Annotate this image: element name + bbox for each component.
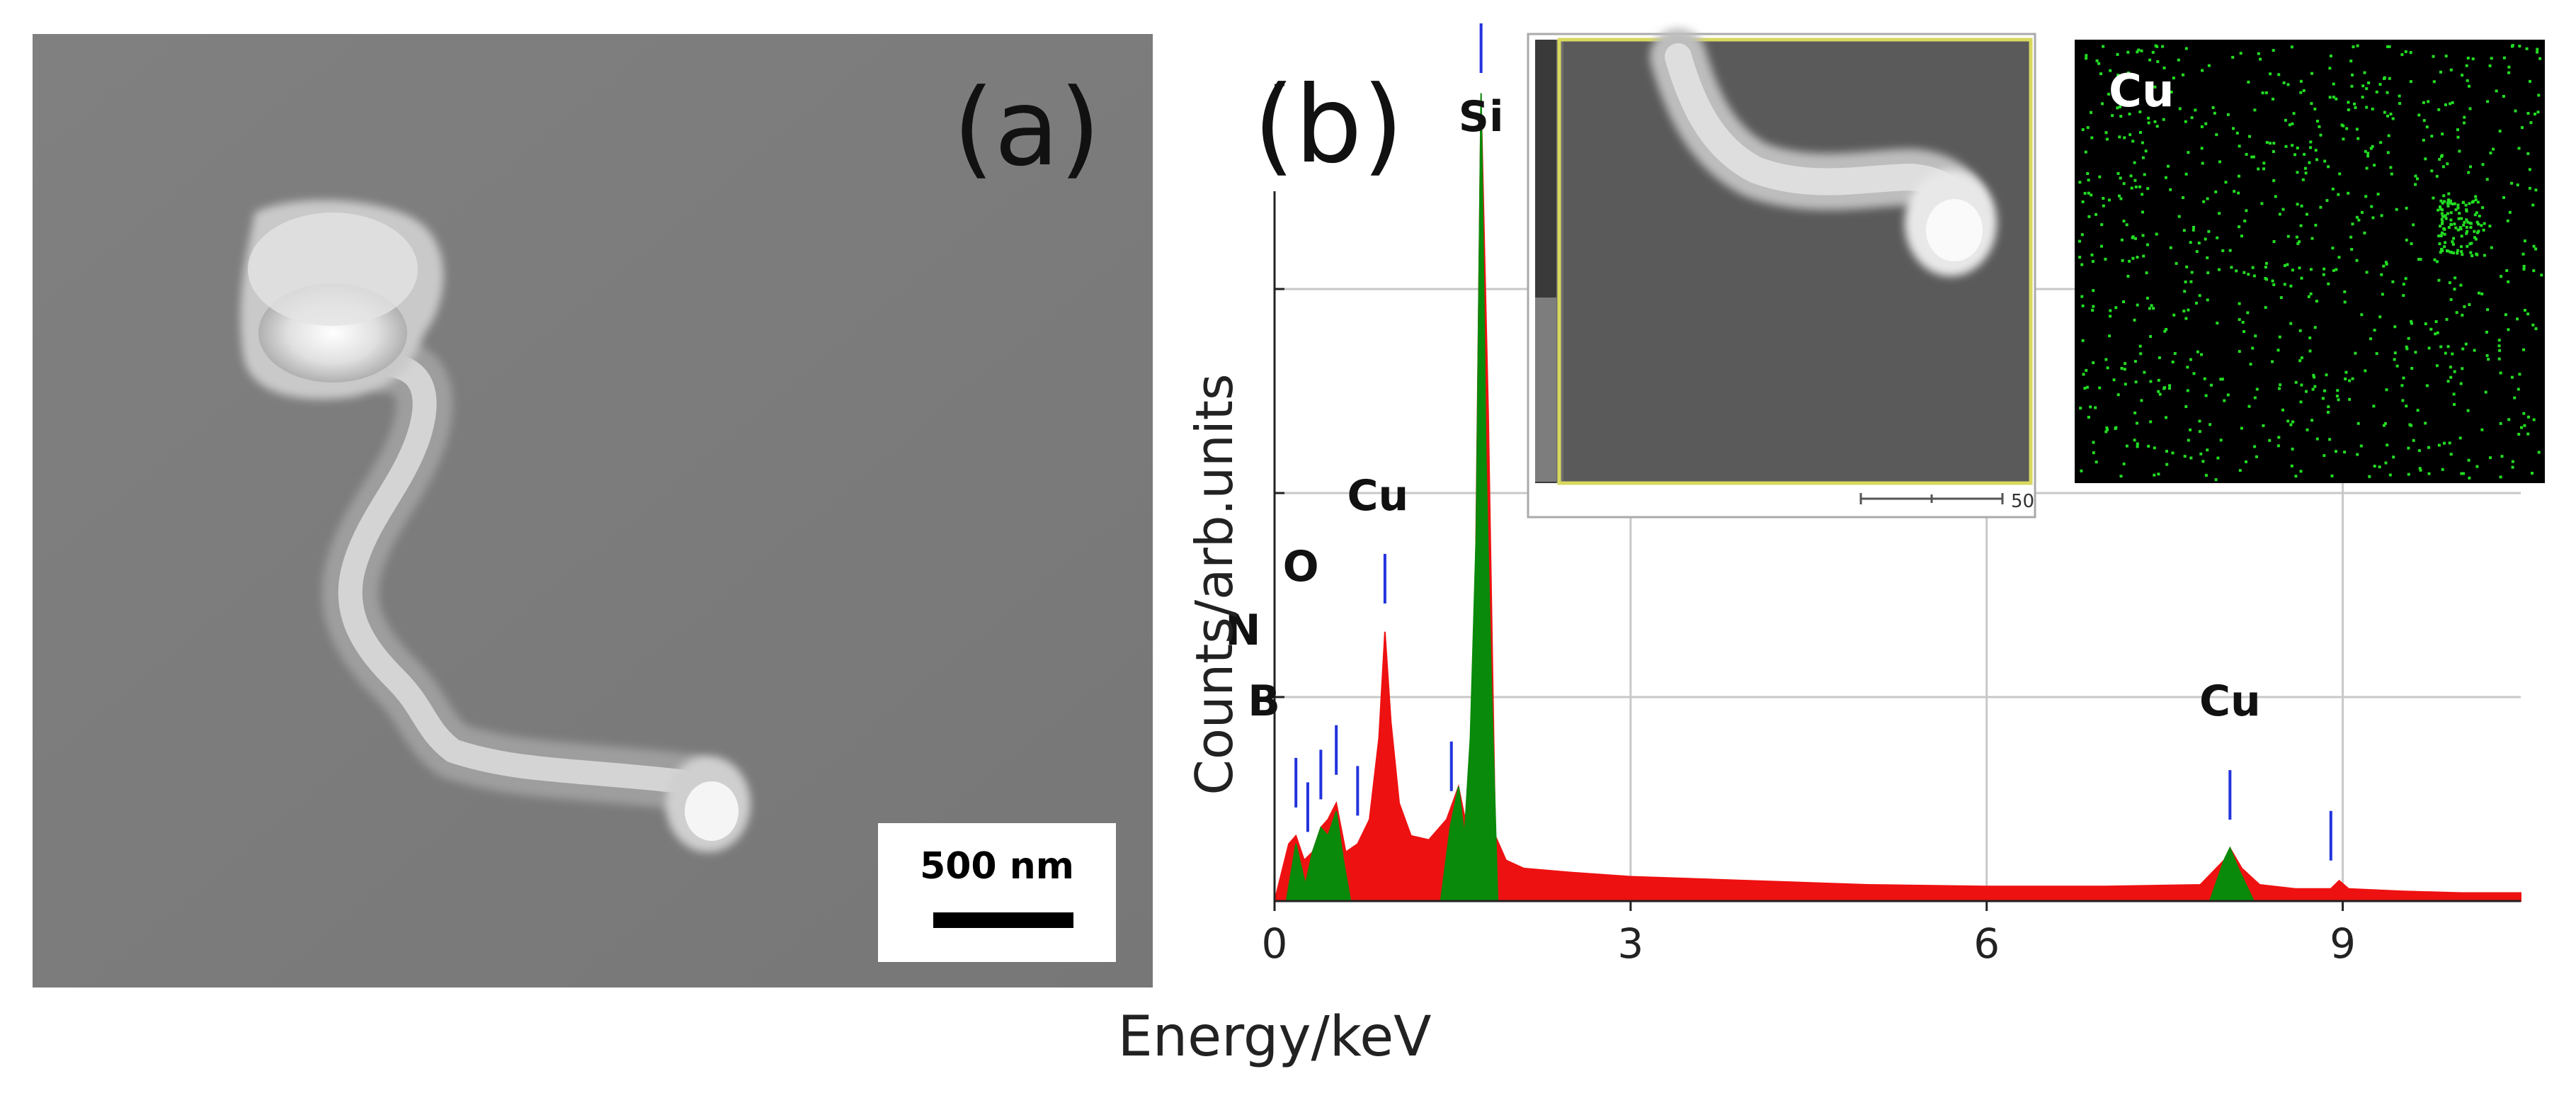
x-tick-label-0: 0 bbox=[1262, 919, 1288, 968]
head-upper bbox=[248, 213, 418, 326]
element-label-1: Cu bbox=[1347, 471, 1409, 521]
cu-map-label: Cu bbox=[2109, 65, 2175, 118]
chart-markers bbox=[1294, 23, 2332, 861]
inset-sem: 50 bbox=[1527, 28, 2036, 519]
scale-bar-label: 500 nm bbox=[920, 845, 1074, 888]
series-spectrum bbox=[1273, 101, 2521, 902]
chart-element-labels: Si Cu ONB Cu bbox=[1225, 92, 2260, 726]
element-label-2: O bbox=[1283, 542, 1319, 592]
element-label-0: Si bbox=[1459, 92, 1504, 142]
element-label-4: B bbox=[1248, 677, 1280, 726]
chart-tick-labels: 0 3 6 9 bbox=[1262, 919, 2356, 968]
element-label-3: N bbox=[1225, 606, 1260, 655]
element-label-5: Cu bbox=[2199, 677, 2261, 726]
inset-scale-label: 50 bbox=[2011, 491, 2034, 512]
panel-a-label: (a) bbox=[953, 67, 1101, 190]
series-element_peaks bbox=[1285, 93, 2255, 902]
chart-axes bbox=[1273, 84, 2521, 911]
x-tick-label-2: 6 bbox=[1973, 919, 2000, 968]
chart-series bbox=[1273, 93, 2521, 902]
nanowire-core bbox=[338, 353, 702, 795]
cu-map-dots bbox=[2078, 44, 2543, 482]
panel-b-label: (b) bbox=[1253, 64, 1403, 187]
cu-map: Cu bbox=[2075, 40, 2545, 483]
tail-core bbox=[685, 781, 739, 841]
scale-bar bbox=[933, 912, 1073, 928]
scale-bar-box bbox=[878, 823, 1116, 962]
x-tick-label-3: 9 bbox=[2330, 919, 2356, 968]
x-axis-label: Energy/keV bbox=[1117, 1005, 1431, 1069]
x-tick-label-1: 3 bbox=[1617, 919, 1643, 968]
y-axis-label: Counts/arb.units bbox=[1185, 374, 1244, 796]
